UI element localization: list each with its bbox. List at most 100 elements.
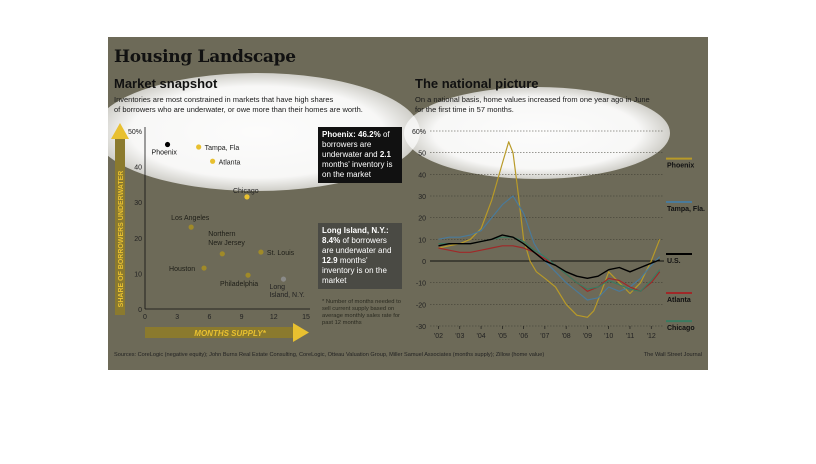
x-tick-label: '05 xyxy=(498,333,507,340)
x-tick-label: '04 xyxy=(476,333,485,340)
x-axis-arrow-icon xyxy=(293,323,309,342)
legend-label-tampa-fla: Tampa, Fla. xyxy=(667,206,705,213)
legend-label-chicago: Chicago xyxy=(667,325,695,332)
right-subtitle: On a national basis, home values increas… xyxy=(415,95,705,115)
phoenix-callout-text1: of xyxy=(382,130,390,139)
y-tick-label: 30 xyxy=(418,194,426,201)
wsj-credit: The Wall Street Journal xyxy=(643,352,702,358)
point-philadelphia xyxy=(245,272,251,278)
x-tick-label: '07 xyxy=(540,333,549,340)
y-tick-label: 60% xyxy=(412,129,426,136)
longisland-callout-text3: and xyxy=(378,246,392,255)
phoenix-callout-name: Phoenix: xyxy=(322,130,356,139)
y-tick-label: 40 xyxy=(418,172,426,179)
x-tick-label: '02 xyxy=(434,333,443,340)
phoenix-callout-text5: is on the market xyxy=(322,160,393,179)
point-label-chicago: Chicago xyxy=(233,188,259,195)
point-label-atlanta: Atlanta xyxy=(219,159,241,166)
longisland-callout-text6: market xyxy=(322,276,347,285)
longisland-callout-text1: of borrowers xyxy=(342,236,387,245)
x-tick-label: 9 xyxy=(240,314,244,321)
x-tick-label: '03 xyxy=(455,333,464,340)
phoenix-callout-text3: underwater and xyxy=(322,150,378,159)
y-tick-label: -20 xyxy=(416,302,426,309)
longisland-callout-text4: months' xyxy=(339,256,368,265)
point-label-long-island-n-y: Long Island, N.Y. xyxy=(269,284,304,299)
y-tick-label: 40 xyxy=(134,165,142,172)
point-chicago xyxy=(244,194,250,200)
left-heading: Market snapshot xyxy=(114,76,218,91)
longisland-callout-months: 12.9 xyxy=(322,256,338,265)
point-label-philadelphia: Philadelphia xyxy=(220,281,258,288)
x-tick-label: 0 xyxy=(143,314,147,321)
housing-landscape-graphic: Housing Landscape Market snapshot Invent… xyxy=(108,37,708,370)
x-tick-label: 12 xyxy=(270,314,278,321)
phoenix-callout-pct: 46.2% xyxy=(358,130,381,139)
x-tick-label: 3 xyxy=(175,314,179,321)
point-los-angeles xyxy=(188,224,194,230)
series-line-atlanta xyxy=(438,245,661,292)
x-tick-label: 6 xyxy=(207,314,211,321)
series-line-tampa-fla xyxy=(438,195,661,301)
right-heading: The national picture xyxy=(415,76,539,91)
x-tick-label: '11 xyxy=(626,333,635,340)
point-tampa-fla xyxy=(196,144,202,150)
x-tick-label: '09 xyxy=(583,333,592,340)
point-label-los-angeles: Los Angeles xyxy=(171,215,210,222)
longisland-callout: Long Island, N.Y.: 8.4% of borrowers are… xyxy=(318,223,402,289)
point-northern-new-jersey xyxy=(219,251,225,257)
point-houston xyxy=(201,265,207,271)
point-long-island-n-y xyxy=(280,276,287,282)
longisland-callout-text5: inventory is on the xyxy=(322,266,387,275)
y-tick-label: 0 xyxy=(422,259,426,266)
highlight-glow-right xyxy=(404,87,670,179)
y-axis-band xyxy=(115,137,125,315)
x-tick-label: '12 xyxy=(647,333,656,340)
series-line-phoenix xyxy=(438,141,661,318)
y-tick-label: -30 xyxy=(416,324,426,331)
x-tick-label: '06 xyxy=(519,333,528,340)
phoenix-callout-months: 2.1 xyxy=(379,150,391,159)
y-axis-label: SHARE OF BORROWERS UNDERWATER xyxy=(118,171,125,308)
point-atlanta xyxy=(210,158,216,164)
sources-note: Sources: CoreLogic (negative equity); Jo… xyxy=(114,352,545,358)
y-tick-label: 20 xyxy=(134,236,142,243)
y-tick-label: 30 xyxy=(134,200,142,207)
y-axis-arrow-icon xyxy=(111,123,129,139)
y-tick-label: 20 xyxy=(418,216,426,223)
point-st-louis xyxy=(258,249,264,255)
x-tick-label: '08 xyxy=(562,333,571,340)
months-supply-footnote: * Number of months needed to sell curren… xyxy=(322,299,401,326)
point-phoenix xyxy=(164,141,171,148)
x-axis-label: MONTHS SUPPLY* xyxy=(194,329,266,338)
series-line-chicago xyxy=(438,236,661,292)
x-axis-band xyxy=(145,327,295,338)
y-tick-label: 50 xyxy=(418,151,426,158)
y-tick-label: 0 xyxy=(138,307,142,314)
longisland-callout-pct: 8.4% xyxy=(322,236,341,245)
legend-label-atlanta: Atlanta xyxy=(667,297,691,304)
point-label-phoenix: Phoenix xyxy=(152,150,178,157)
y-tick-label: 50% xyxy=(128,129,142,136)
x-tick-label: '10 xyxy=(604,333,613,340)
left-subtitle: Inventories are most constrained in mark… xyxy=(114,95,414,115)
point-label-st-louis: St. Louis xyxy=(267,250,295,257)
longisland-callout-text2: are underwater xyxy=(322,246,376,255)
scatter-chart: SHARE OF BORROWERS UNDERWATER MONTHS SUPP… xyxy=(111,123,310,342)
y-tick-label: 10 xyxy=(418,237,426,244)
x-tick-label: 15 xyxy=(302,314,310,321)
point-label-tampa-fla: Tampa, Fla xyxy=(205,145,240,152)
phoenix-callout-text4: months' inventory xyxy=(322,160,385,169)
left-subtitle-line1: Inventories are most constrained in mark… xyxy=(114,95,334,104)
right-subtitle-line2: for the first time in 57 months. xyxy=(415,105,514,114)
y-tick-label: 10 xyxy=(134,271,142,278)
legend-label-u-s: U.S. xyxy=(667,258,681,265)
point-label-northern-new-jersey: Northern New Jersey xyxy=(208,231,245,247)
phoenix-callout-text2: borrowers are xyxy=(322,140,372,149)
phoenix-callout: Phoenix: 46.2% of borrowers are underwat… xyxy=(318,127,402,183)
line-chart: 60% 50 40 30 20 10 0 -10 -20 -30 '02 '03 '04 '05 '06 '0… xyxy=(412,129,705,340)
y-tick-label: -10 xyxy=(416,281,426,288)
right-subtitle-line1: On a national basis, home values increas… xyxy=(415,95,650,104)
graphic-title: Housing Landscape xyxy=(114,47,296,67)
legend-label-phoenix: Phoenix xyxy=(667,163,694,170)
